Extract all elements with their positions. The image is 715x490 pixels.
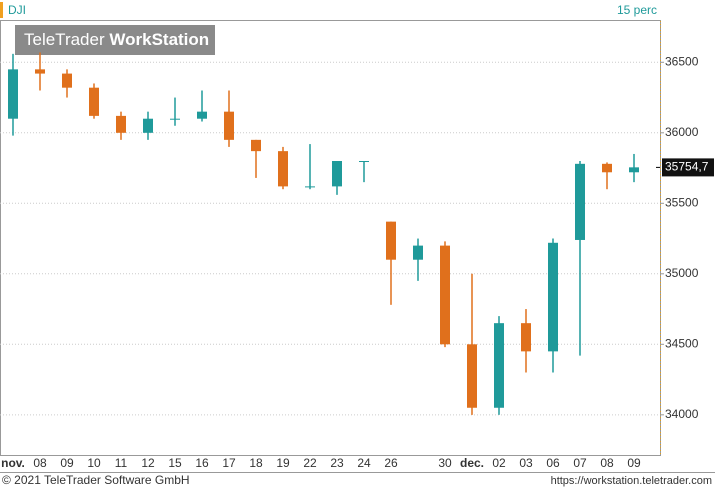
x-tick-label: 12: [141, 456, 155, 470]
footer-right: https://workstation.teletrader.com: [551, 475, 712, 487]
y-tick-label: 36500: [665, 54, 699, 68]
x-tick-label: 03: [519, 456, 533, 470]
x-tick-label: 16: [195, 456, 209, 470]
candle-body: [251, 139, 261, 152]
x-tick-label: 26: [384, 456, 398, 470]
x-tick-label: 23: [330, 456, 344, 470]
watermark-a: TeleTrader: [24, 30, 105, 49]
x-tick-label: 30: [438, 456, 452, 470]
x-tick-label: dec.: [460, 456, 484, 470]
x-tick-label: 11: [115, 456, 128, 470]
candle-body: [521, 323, 531, 352]
candle-body: [467, 344, 477, 408]
candle-body: [224, 111, 234, 140]
x-tick-label: nov.: [1, 456, 25, 470]
x-tick-label: 24: [357, 456, 371, 470]
last-value-box: [662, 158, 714, 177]
x-tick-label: 18: [249, 456, 263, 470]
candle-body: [35, 69, 45, 74]
candle-body: [440, 245, 450, 345]
x-tick-label: 22: [303, 456, 317, 470]
candle-body: [494, 323, 504, 408]
chart-title: DJI: [8, 3, 26, 17]
candle-body: [278, 151, 288, 187]
candle-body: [143, 118, 153, 133]
x-tick-label: 15: [168, 456, 182, 470]
x-tick-label: 08: [600, 456, 614, 470]
candle-body: [413, 245, 423, 260]
x-tick-label: 07: [573, 456, 587, 470]
candle-body: [332, 161, 342, 187]
title-marker: [0, 2, 3, 18]
candle-body: [602, 163, 612, 173]
candle-body: [305, 186, 315, 188]
x-tick-label: 19: [276, 456, 290, 470]
y-tick-label: 34500: [665, 336, 699, 350]
x-tick-label: 06: [546, 456, 560, 470]
x-tick-label: 02: [492, 456, 506, 470]
chart-subtitle: 15 perc: [617, 3, 657, 17]
y-tick-label: 35000: [665, 266, 699, 280]
x-tick-label: 09: [60, 456, 74, 470]
candle-body: [8, 69, 18, 119]
candle-body: [629, 167, 639, 173]
x-tick-label: 10: [87, 456, 101, 470]
y-tick-label: 36000: [665, 125, 699, 139]
candle-body: [386, 221, 396, 260]
candle-body: [89, 87, 99, 116]
candle-body: [359, 161, 369, 163]
x-tick-label: 17: [222, 456, 236, 470]
candle-body: [548, 242, 558, 352]
candle-body: [575, 163, 585, 240]
x-tick-label: 08: [33, 456, 47, 470]
candle-body: [116, 115, 126, 133]
candle-body: [197, 111, 207, 119]
x-tick-label: 09: [627, 456, 641, 470]
watermark-box: [15, 25, 215, 55]
y-tick-label: 35500: [665, 195, 699, 209]
y-tick-label: 34000: [665, 407, 699, 421]
last-value-label: 35754,7: [665, 160, 709, 174]
footer-left: © 2021 TeleTrader Software GmbH: [2, 473, 190, 487]
candle-body: [62, 73, 72, 88]
watermark-b: WorkStation: [109, 30, 209, 49]
candle-body: [170, 118, 180, 120]
watermark: TeleTrader WorkStation: [24, 30, 209, 49]
